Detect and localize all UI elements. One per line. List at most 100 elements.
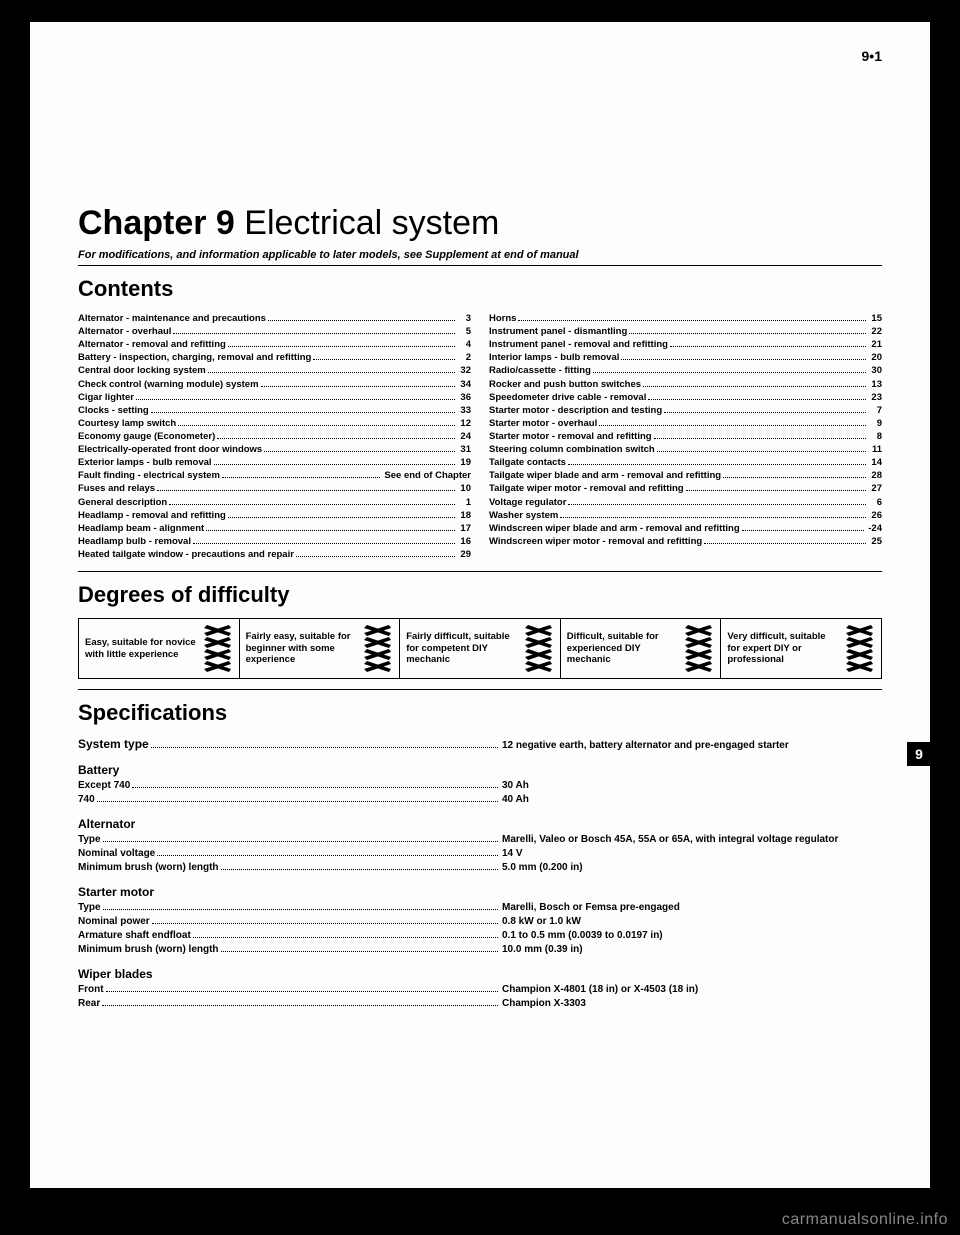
spec-value: 40 Ah	[502, 793, 882, 807]
difficulty-text: Difficult, suitable for experienced DIY …	[567, 631, 679, 665]
spec-label: Type	[78, 833, 101, 847]
spec-value: 0.8 kW or 1.0 kW	[502, 915, 882, 929]
spec-value: 0.1 to 0.5 mm (0.0039 to 0.0197 in)	[502, 929, 882, 943]
wrench-icon	[363, 661, 393, 672]
toc-label: Economy gauge (Econometer)	[78, 430, 215, 443]
toc-label: Heated tailgate window - precautions and…	[78, 548, 294, 561]
toc-page: 18	[457, 509, 471, 522]
leader-dots	[654, 433, 866, 439]
leader-dots	[221, 946, 498, 952]
leader-dots	[261, 381, 455, 387]
leader-dots	[103, 836, 498, 842]
spec-value: 5.0 mm (0.200 in)	[502, 861, 882, 875]
toc-row: Speedometer drive cable - removal23	[489, 391, 882, 404]
toc-label: Horns	[489, 312, 516, 325]
leader-dots	[599, 420, 866, 426]
toc-page: 19	[457, 456, 471, 469]
difficulty-cell: Difficult, suitable for experienced DIY …	[560, 619, 721, 678]
toc-row: Washer system 26	[489, 509, 882, 522]
leader-dots	[157, 850, 498, 856]
spec-group-heading: Starter motor	[78, 885, 882, 899]
wrench-icon	[684, 661, 714, 672]
toc-row: Fuses and relays10	[78, 482, 471, 495]
toc-row: Tailgate wiper blade and arm - removal a…	[489, 469, 882, 482]
leader-dots	[217, 433, 455, 439]
spec-label: System type	[78, 736, 149, 753]
toc-page: 13	[868, 378, 882, 391]
spec-alternator: Alternator TypeMarelli, Valeo or Bosch 4…	[78, 817, 882, 875]
toc-page: 34	[457, 378, 471, 391]
toc-label: Central door locking system	[78, 364, 206, 377]
toc-page: 28	[868, 469, 882, 482]
toc-row: Exterior lamps - bulb removal 19	[78, 456, 471, 469]
leader-dots	[152, 918, 498, 924]
wrench-icon	[684, 637, 714, 648]
spec-row: Armature shaft endfloat0.1 to 0.5 mm (0.…	[78, 929, 882, 943]
leader-dots	[568, 499, 866, 505]
leader-dots	[264, 446, 455, 452]
toc-row: Starter motor - removal and refitting8	[489, 430, 882, 443]
toc-row: Clocks - setting33	[78, 404, 471, 417]
chapter-side-tab: 9	[907, 742, 931, 766]
wrench-icon	[684, 649, 714, 660]
contents-heading: Contents	[78, 276, 882, 302]
wrench-stack	[524, 625, 554, 672]
toc-row: Electrically-operated front door windows…	[78, 443, 471, 456]
leader-dots	[313, 355, 455, 361]
leader-dots	[97, 796, 498, 802]
toc-label: Courtesy lamp switch	[78, 417, 176, 430]
wrench-stack	[363, 625, 393, 672]
toc-page: -24	[866, 522, 882, 535]
toc-page: 27	[868, 482, 882, 495]
specifications-heading: Specifications	[78, 700, 882, 726]
leader-dots	[629, 328, 866, 334]
toc-page: 26	[868, 509, 882, 522]
toc-label: Windscreen wiper blade and arm - removal…	[489, 522, 740, 535]
spec-value: 30 Ah	[502, 779, 882, 793]
toc-label: Instrument panel - removal and refitting	[489, 338, 668, 351]
toc-page: 24	[457, 430, 471, 443]
toc-label: Alternator - overhaul	[78, 325, 171, 338]
contents-col-right: Horns15Instrument panel - dismantling22I…	[489, 312, 882, 561]
spec-wiper: Wiper blades FrontChampion X-4801 (18 in…	[78, 967, 882, 1011]
toc-label: Washer system	[489, 509, 558, 522]
leader-dots	[560, 512, 866, 518]
toc-page: 25	[868, 535, 882, 548]
toc-label: Rocker and push button switches	[489, 378, 641, 391]
toc-row: Tailgate contacts14	[489, 456, 882, 469]
wrench-icon	[845, 661, 875, 672]
wrench-icon	[524, 625, 554, 636]
leader-dots	[568, 460, 866, 466]
toc-page: 16	[457, 535, 471, 548]
toc-row: Central door locking system 32	[78, 364, 471, 377]
toc-page: See end of Chapter	[382, 469, 471, 482]
toc-row: Alternator - overhaul5	[78, 325, 471, 338]
toc-row: Heated tailgate window - precautions and…	[78, 548, 471, 561]
toc-label: Cigar lighter	[78, 391, 134, 404]
difficulty-text: Fairly easy, suitable for beginner with …	[246, 631, 358, 665]
toc-label: Tailgate wiper blade and arm - removal a…	[489, 469, 721, 482]
spec-label: Minimum brush (worn) length	[78, 861, 219, 875]
toc-page: 6	[868, 496, 882, 509]
leader-dots	[173, 328, 455, 334]
divider	[78, 571, 882, 572]
leader-dots	[132, 782, 498, 788]
toc-page: 32	[457, 364, 471, 377]
leader-dots	[222, 473, 380, 479]
toc-label: Exterior lamps - bulb removal	[78, 456, 212, 469]
toc-label: Radio/cassette - fitting	[489, 364, 591, 377]
difficulty-cell: Fairly easy, suitable for beginner with …	[239, 619, 400, 678]
watermark: carmanualsonline.info	[782, 1211, 948, 1229]
leader-dots	[518, 315, 866, 321]
wrench-icon	[363, 637, 393, 648]
toc-label: Interior lamps - bulb removal	[489, 351, 619, 364]
spec-row: Except 74030 Ah	[78, 779, 882, 793]
wrench-icon	[203, 625, 233, 636]
wrench-icon	[524, 637, 554, 648]
toc-label: Alternator - maintenance and precautions	[78, 312, 266, 325]
toc-page: 30	[868, 364, 882, 377]
wrench-icon	[363, 625, 393, 636]
toc-row: Economy gauge (Econometer) 24	[78, 430, 471, 443]
toc-page: 4	[457, 338, 471, 351]
toc-page: 33	[457, 404, 471, 417]
